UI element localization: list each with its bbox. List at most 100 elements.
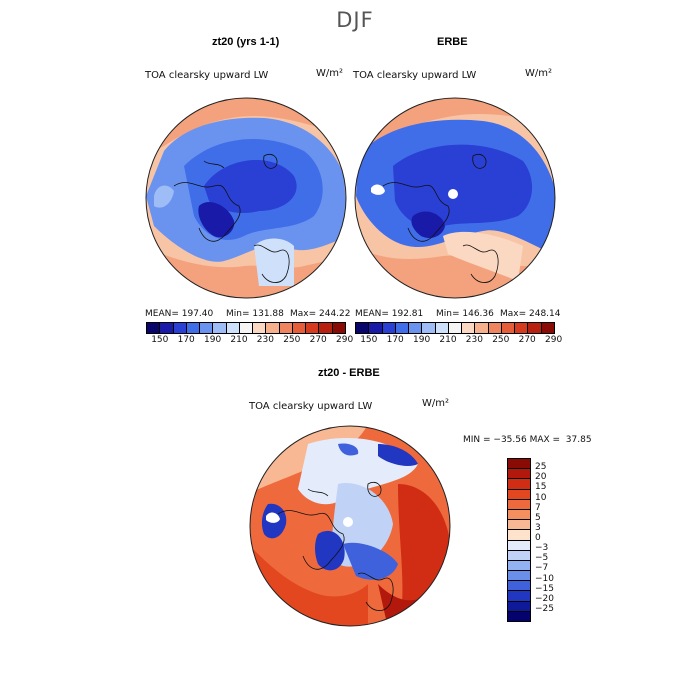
colorbar-right-swatch (382, 323, 396, 333)
colorbar-right-swatch (528, 323, 542, 333)
colorbar-diff-tick-label: −20 (535, 593, 554, 604)
panel-1-field: TOA clearsky upward LW (145, 70, 269, 81)
colorbar-right-tick-label: 290 (545, 335, 563, 345)
colorbar-left-tick-label: 270 (309, 335, 327, 345)
colorbar-diff-tick-label: 10 (535, 492, 547, 503)
colorbar-right-swatch (369, 323, 383, 333)
colorbar-diff-ticks: 25 20 15 10 7 5 3 0 −3 −5 −7 −10 −15 −20 −25 (535, 458, 575, 622)
colorbar-diff-swatch (508, 479, 530, 490)
colorbar-right-swatch (541, 323, 554, 333)
colorbar-right-swatch (448, 323, 463, 333)
panel-2-min: Min= 146.36 (436, 309, 494, 319)
panel-1-max: Max= 244.22 (290, 309, 351, 319)
colorbar-left-swatch (319, 323, 333, 333)
colorbar-left-tick-label: 150 (151, 335, 169, 345)
colorbar-diff-tick-label: −3 (535, 543, 549, 554)
colorbar-right-swatch (422, 323, 436, 333)
colorbar-right-swatch (395, 323, 410, 333)
colorbar-left-tick-label: 250 (283, 335, 301, 345)
colorbar-right-tick-label: 270 (518, 335, 536, 345)
colorbar-diff-tick-label: 15 (535, 482, 547, 493)
colorbar-diff-swatch (508, 591, 530, 602)
panel-1-unit: W/m² (316, 68, 344, 79)
colorbar-right-swatch (515, 323, 529, 333)
colorbar-diff-swatch (508, 550, 530, 561)
colorbar-left-ticks: 150 170 190 210 230 250 270 290 (146, 335, 353, 349)
panel-1-min: Min= 131.88 (226, 309, 284, 319)
colorbar-left-tick-label: 190 (204, 335, 222, 345)
colorbar-left-swatch (186, 323, 201, 333)
colorbar-diff (507, 458, 531, 622)
colorbar-right-tick-label: 210 (439, 335, 457, 345)
colorbar-right-ticks: 150 170 190 210 230 250 270 290 (355, 335, 562, 349)
colorbar-left-swatch (173, 323, 187, 333)
colorbar-diff-tick-label: 20 (535, 472, 547, 483)
colorbar-diff-swatch (508, 571, 530, 582)
colorbar-left-swatch (292, 323, 307, 333)
colorbar-diff-swatch (508, 489, 530, 500)
colorbar-left-swatch (253, 323, 267, 333)
colorbar-left-swatch (213, 323, 227, 333)
panel-2-title: ERBE (437, 36, 468, 48)
panel-2-field: TOA clearsky upward LW (353, 70, 477, 81)
colorbar-left-tick-label: 230 (256, 335, 274, 345)
panel-2-max: Max= 248.14 (500, 309, 561, 319)
colorbar-right (355, 322, 555, 334)
colorbar-diff-swatch (508, 581, 530, 592)
colorbar-left-swatch (266, 323, 280, 333)
colorbar-left-swatch (160, 323, 174, 333)
map-diff (249, 425, 451, 627)
colorbar-right-tick-label: 230 (465, 335, 483, 345)
panel-2-mean: MEAN= 192.81 (355, 309, 424, 319)
colorbar-right-swatch (435, 323, 449, 333)
colorbar-right-tick-label: 190 (413, 335, 431, 345)
colorbar-diff-tick-label: 25 (535, 462, 547, 473)
colorbar-right-swatch (475, 323, 489, 333)
colorbar-left-tick-label: 170 (177, 335, 195, 345)
colorbar-right-swatch (501, 323, 516, 333)
colorbar-diff-swatch (508, 509, 530, 521)
diff-field: TOA clearsky upward LW (249, 401, 373, 412)
colorbar-diff-swatch (508, 530, 530, 541)
colorbar-diff-swatch (508, 520, 530, 531)
panel-2-unit: W/m² (525, 68, 553, 79)
colorbar-diff-tick-label: −10 (535, 573, 554, 584)
panel-1-mean: MEAN= 197.40 (145, 309, 214, 319)
colorbar-left-swatch (239, 323, 254, 333)
colorbar-diff-swatch (508, 459, 530, 470)
colorbar-left-tick-label: 290 (336, 335, 354, 345)
colorbar-left-swatch (306, 323, 320, 333)
diff-minmax: MIN = −35.56 MAX = 37.85 (463, 435, 592, 445)
panel-1-title: zt20 (yrs 1-1) (212, 36, 280, 48)
colorbar-right-swatch (356, 323, 370, 333)
colorbar-right-tick-label: 250 (492, 335, 510, 345)
map-zt20 (145, 97, 347, 299)
colorbar-left-swatch (200, 323, 214, 333)
colorbar-diff-tick-label: −15 (535, 583, 554, 594)
colorbar-diff-swatch (508, 560, 530, 572)
diff-title: zt20 - ERBE (318, 367, 380, 379)
diff-unit: W/m² (422, 398, 450, 409)
colorbar-left-swatch (332, 323, 345, 333)
colorbar-right-swatch (409, 323, 423, 333)
map-erbe (354, 97, 556, 299)
colorbar-diff-tick-label: −7 (535, 563, 549, 574)
colorbar-left-tick-label: 210 (230, 335, 248, 345)
colorbar-left-swatch (147, 323, 161, 333)
colorbar-diff-tick-label: −25 (535, 603, 554, 614)
colorbar-diff-tick-label: 7 (535, 502, 541, 513)
colorbar-left-swatch (279, 323, 293, 333)
colorbar-diff-swatch (508, 540, 530, 551)
colorbar-right-tick-label: 150 (360, 335, 378, 345)
colorbar-left (146, 322, 346, 334)
colorbar-diff-tick-label: 3 (535, 522, 541, 533)
colorbar-right-tick-label: 170 (386, 335, 404, 345)
season-title: DJF (336, 8, 374, 32)
colorbar-left-swatch (226, 323, 240, 333)
colorbar-right-swatch (488, 323, 502, 333)
colorbar-diff-tick-label: −5 (535, 553, 549, 564)
colorbar-diff-swatch (508, 611, 530, 621)
colorbar-diff-swatch (508, 601, 530, 612)
colorbar-diff-tick-label: 5 (535, 512, 541, 523)
colorbar-right-swatch (462, 323, 476, 333)
